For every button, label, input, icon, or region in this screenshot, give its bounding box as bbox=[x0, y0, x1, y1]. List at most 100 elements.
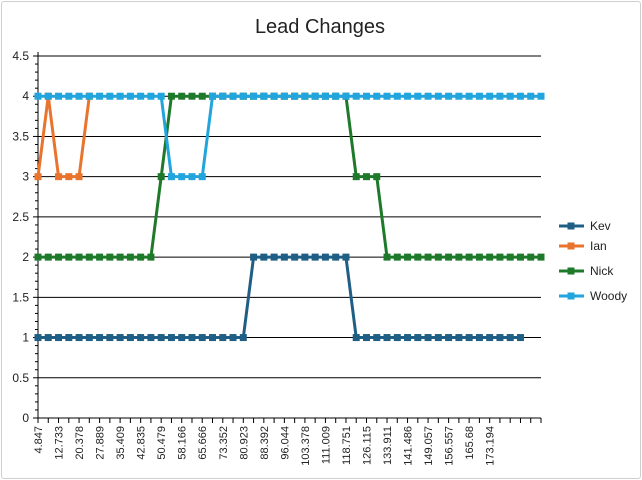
data-point-kev bbox=[239, 334, 247, 342]
data-point-woody bbox=[260, 92, 268, 100]
x-tick-label: 35.409 bbox=[115, 426, 127, 460]
data-point-woody bbox=[178, 173, 186, 181]
data-point-woody bbox=[106, 92, 114, 100]
x-tick-label: 126.115 bbox=[361, 426, 373, 465]
x-tick-label: 111.009 bbox=[320, 426, 332, 464]
data-point-nick bbox=[116, 253, 124, 261]
x-tick-label: 133.911 bbox=[382, 426, 394, 465]
data-point-nick bbox=[496, 253, 504, 261]
data-point-woody bbox=[516, 92, 524, 100]
data-point-woody bbox=[486, 92, 494, 100]
data-point-kev bbox=[85, 334, 93, 342]
data-point-kev bbox=[157, 334, 165, 342]
data-point-woody bbox=[301, 92, 309, 100]
data-point-kev bbox=[455, 334, 463, 342]
data-point-nick bbox=[147, 253, 155, 261]
y-tick-label: 3.5 bbox=[12, 129, 29, 143]
data-point-ian bbox=[75, 173, 83, 181]
y-tick-label: 0.5 bbox=[12, 371, 29, 385]
legend-marker-woody bbox=[567, 292, 575, 300]
data-point-nick bbox=[393, 253, 401, 261]
data-point-nick bbox=[362, 173, 370, 181]
data-point-kev bbox=[106, 334, 114, 342]
data-point-woody bbox=[465, 92, 473, 100]
data-point-kev bbox=[55, 334, 63, 342]
data-point-nick bbox=[198, 92, 206, 100]
y-tick-label: 0 bbox=[22, 411, 29, 425]
data-point-woody bbox=[34, 92, 42, 100]
data-point-nick bbox=[96, 253, 104, 261]
data-point-woody bbox=[188, 173, 196, 181]
data-point-ian bbox=[55, 173, 63, 181]
data-point-kev bbox=[352, 334, 360, 342]
data-point-nick bbox=[434, 253, 442, 261]
data-point-kev bbox=[362, 334, 370, 342]
data-point-woody bbox=[537, 92, 545, 100]
x-tick-label: 96.044 bbox=[279, 426, 291, 460]
y-tick-label: 1.5 bbox=[12, 290, 29, 304]
data-point-kev bbox=[96, 334, 104, 342]
data-point-woody bbox=[85, 92, 93, 100]
x-tick-label: 12.733 bbox=[54, 426, 66, 460]
data-point-woody bbox=[239, 92, 247, 100]
legend-marker-ian bbox=[567, 242, 575, 250]
data-point-kev bbox=[116, 334, 124, 342]
y-tick-label: 1 bbox=[22, 331, 29, 345]
data-point-woody bbox=[414, 92, 422, 100]
data-point-kev bbox=[250, 253, 258, 261]
data-point-woody bbox=[475, 92, 483, 100]
data-point-woody bbox=[65, 92, 73, 100]
y-tick-label: 4.5 bbox=[12, 49, 29, 63]
x-tick-label: 58.166 bbox=[177, 426, 189, 460]
chart-title: Lead Changes bbox=[255, 16, 385, 38]
data-point-nick bbox=[516, 253, 524, 261]
data-point-woody bbox=[137, 92, 145, 100]
data-point-kev bbox=[393, 334, 401, 342]
data-point-kev bbox=[178, 334, 186, 342]
legend-label-woody: Woody bbox=[590, 289, 627, 303]
data-point-woody bbox=[96, 92, 104, 100]
data-point-kev bbox=[414, 334, 422, 342]
legend-label-kev: Kev bbox=[590, 219, 611, 233]
x-tick-label: 80.923 bbox=[238, 426, 250, 460]
x-tick-label: 141.486 bbox=[403, 426, 415, 466]
data-point-kev bbox=[229, 334, 237, 342]
x-tick-label: 4.847 bbox=[33, 426, 45, 454]
data-point-woody bbox=[198, 173, 206, 181]
data-point-kev bbox=[342, 253, 350, 261]
data-point-kev bbox=[137, 334, 145, 342]
grid-layer bbox=[38, 55, 541, 419]
data-point-nick bbox=[75, 253, 83, 261]
data-point-kev bbox=[209, 334, 217, 342]
y-tick-label: 2 bbox=[22, 250, 29, 264]
x-tick-label: 156.557 bbox=[444, 426, 456, 466]
data-point-nick bbox=[404, 253, 412, 261]
data-point-kev bbox=[260, 253, 268, 261]
data-point-woody bbox=[44, 92, 52, 100]
data-point-kev bbox=[301, 253, 309, 261]
data-point-kev bbox=[445, 334, 453, 342]
x-tick-label: 65.666 bbox=[197, 426, 209, 460]
data-point-woody bbox=[332, 92, 340, 100]
data-point-woody bbox=[229, 92, 237, 100]
data-point-kev bbox=[280, 253, 288, 261]
data-point-woody bbox=[219, 92, 227, 100]
y-tick-label: 2.5 bbox=[12, 210, 29, 224]
data-point-nick bbox=[486, 253, 494, 261]
data-point-woody bbox=[116, 92, 124, 100]
data-point-woody bbox=[167, 173, 175, 181]
data-point-kev bbox=[188, 334, 196, 342]
data-point-woody bbox=[455, 92, 463, 100]
data-point-nick bbox=[527, 253, 535, 261]
data-point-kev bbox=[198, 334, 206, 342]
data-point-nick bbox=[126, 253, 134, 261]
data-point-woody bbox=[280, 92, 288, 100]
series-line-ian bbox=[36, 94, 91, 179]
data-point-woody bbox=[55, 92, 63, 100]
data-point-kev bbox=[321, 253, 329, 261]
data-point-woody bbox=[291, 92, 299, 100]
data-point-kev bbox=[44, 334, 52, 342]
x-tick-label: 50.479 bbox=[156, 426, 168, 460]
